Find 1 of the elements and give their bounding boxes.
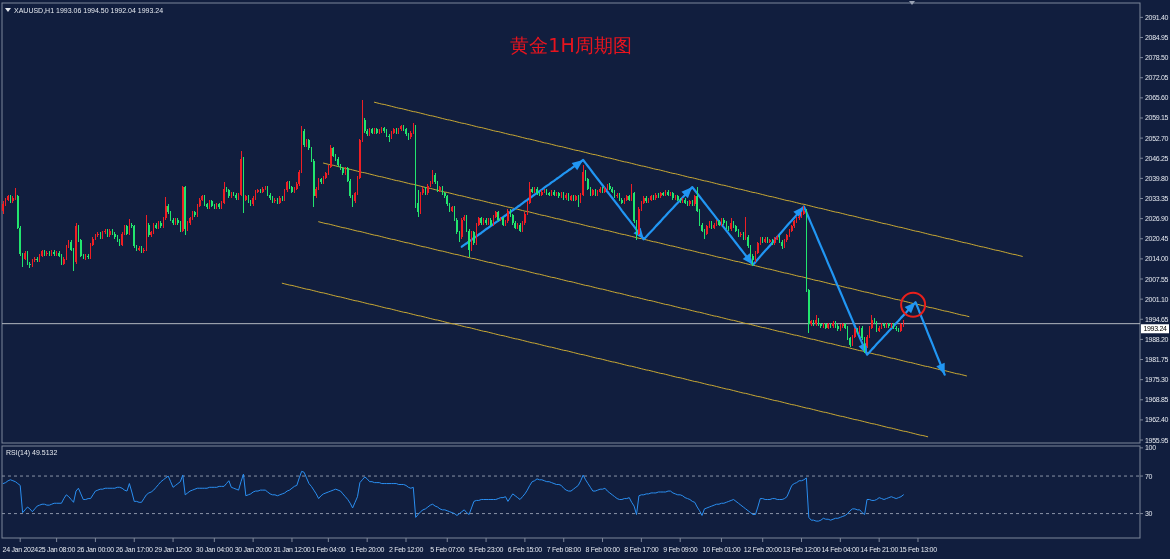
text: 黄金1H周期图 [510,34,632,56]
